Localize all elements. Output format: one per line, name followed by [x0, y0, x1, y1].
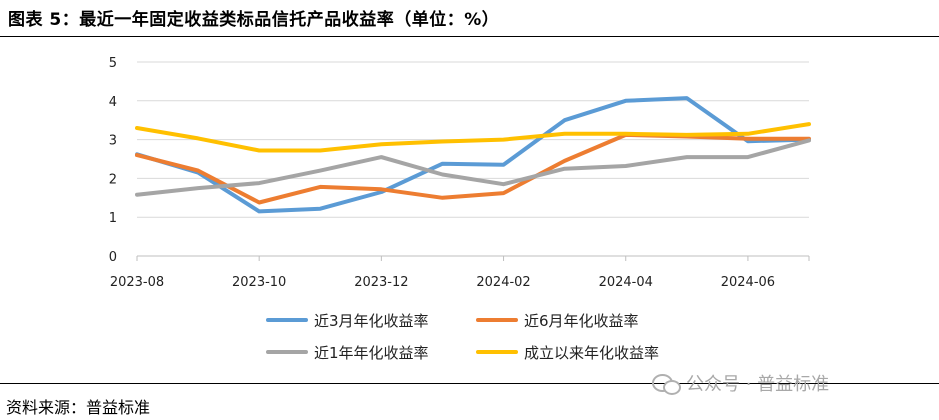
series-line-1	[135, 96, 811, 214]
watermark-text: 公众号 · 普益标准	[686, 374, 830, 395]
legend-item: 近1年年化收益率	[266, 344, 429, 362]
x-tick-label: 2024-02	[476, 275, 530, 290]
legend-item: 近6月年化收益率	[476, 312, 639, 330]
y-tick-label: 0	[109, 250, 117, 265]
x-tick-label: 2023-10	[232, 275, 286, 290]
bottom-rule	[0, 383, 939, 384]
source-note: 资料来源：普益标准	[6, 398, 151, 417]
wechat-icon	[652, 372, 681, 395]
legend-label: 近6月年化收益率	[524, 312, 639, 330]
series-line-4	[135, 122, 811, 153]
watermark: 公众号 · 普益标准	[652, 370, 829, 396]
series-line-2	[135, 132, 811, 205]
y-axis-tick-labels: 0 1 2 3 4 5	[109, 56, 117, 265]
x-tick-label: 2023-12	[354, 275, 408, 290]
legend-item: 成立以来年化收益率	[476, 344, 659, 362]
series-line-3	[135, 138, 811, 197]
x-tick-label: 2023-08	[110, 275, 164, 290]
legend-label: 近3月年化收益率	[314, 312, 429, 330]
legend-label: 近1年年化收益率	[314, 344, 429, 362]
x-tick-label: 2024-06	[721, 275, 775, 290]
legend-item: 近3月年化收益率	[266, 312, 429, 330]
y-tick-label: 1	[109, 211, 117, 226]
line-chart: 0 1 2 3 4 5 2023-08 2023-10 2023-12 2024-02 2024-…	[109, 56, 811, 362]
y-tick-label: 5	[109, 56, 117, 71]
chart-title: 图表 5：最近一年固定收益类标品信托产品收益率（单位：%）	[8, 10, 500, 30]
y-tick-label: 2	[109, 172, 117, 187]
y-tick-label: 3	[109, 134, 117, 149]
y-tick-label: 4	[109, 95, 117, 110]
axes	[136, 255, 810, 261]
x-tick-label: 2024-04	[599, 275, 653, 290]
top-rule	[0, 36, 939, 37]
legend-label: 成立以来年化收益率	[524, 344, 659, 362]
x-axis-tick-labels: 2023-08 2023-10 2023-12 2024-02 2024-04 2024-…	[110, 275, 775, 290]
series-lines	[135, 96, 811, 214]
